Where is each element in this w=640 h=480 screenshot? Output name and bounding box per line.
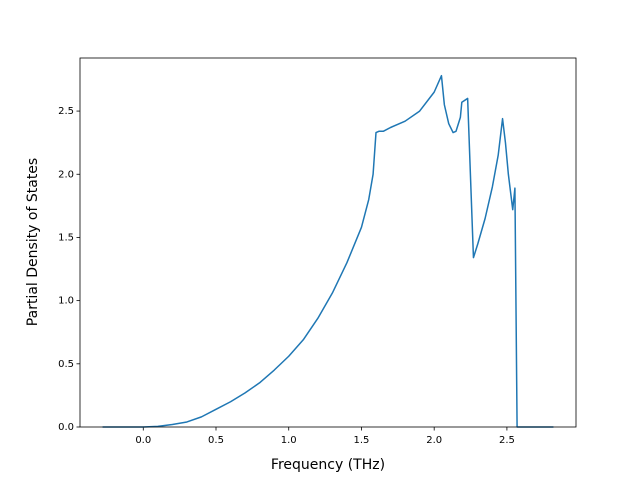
x-tick-label: 0.5 <box>208 435 224 446</box>
x-tick-label: 0.0 <box>135 435 151 446</box>
y-tick-label: 0.5 <box>58 359 74 370</box>
plot-frame <box>79 57 577 428</box>
y-tick-label: 1.5 <box>58 232 74 243</box>
y-tick-label: 0.0 <box>58 422 74 433</box>
x-tick-label: 1.5 <box>354 435 370 446</box>
y-tick-label: 2.5 <box>58 106 74 117</box>
x-tick-label: 1.0 <box>281 435 297 446</box>
line-series <box>102 74 554 428</box>
x-tick-label: 2.5 <box>499 435 515 446</box>
x-axis-label: Frequency (THz) <box>271 457 385 473</box>
y-tick-label: 1.0 <box>58 296 74 307</box>
y-axis-label: Partial Density of States <box>25 158 41 326</box>
y-tick-label: 2.0 <box>58 169 74 180</box>
x-tick-label: 2.0 <box>426 435 442 446</box>
